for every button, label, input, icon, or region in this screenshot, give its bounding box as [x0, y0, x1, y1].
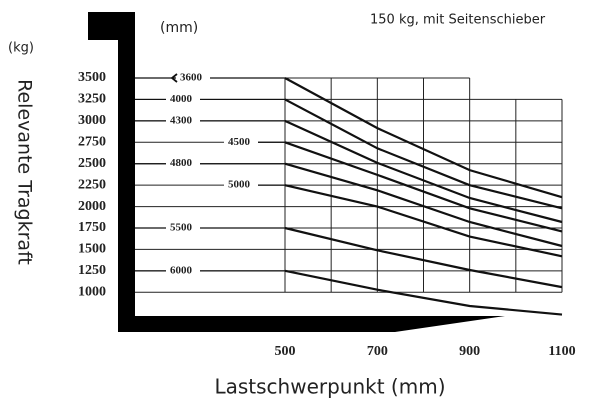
load-curve — [284, 269, 563, 316]
load-curve — [284, 77, 563, 199]
series-label: 5500 — [170, 222, 193, 234]
series-label: 4300 — [170, 114, 193, 126]
chart-title: 150 kg, mit Seitenschieber — [370, 13, 546, 28]
y-tick-label: 2250 — [78, 177, 106, 192]
label-bg — [166, 221, 200, 235]
y-tick-label: 1000 — [78, 285, 106, 300]
x-tick-label: 1100 — [548, 344, 575, 359]
y-unit: (kg) — [8, 41, 34, 56]
chevron — [170, 73, 178, 83]
series-label: 5000 — [228, 179, 251, 191]
label-bg — [166, 156, 200, 171]
label-bg — [166, 263, 200, 278]
series-label: 6000 — [170, 264, 193, 276]
y-tick-label: 1500 — [78, 242, 106, 257]
x-axis-title: Lastschwerpunkt (mm) — [214, 375, 445, 399]
load-curve — [284, 162, 563, 248]
series-label: 3600 — [180, 72, 203, 84]
load-curve — [284, 141, 563, 233]
series-label: 4800 — [170, 157, 193, 169]
y-tick-label: 2000 — [78, 199, 106, 214]
frame — [88, 12, 505, 332]
y-tick-label: 3000 — [78, 113, 106, 128]
load-curve — [284, 119, 563, 224]
label-bg — [224, 178, 258, 193]
x-tick-label: 500 — [275, 344, 296, 359]
load-curve — [284, 98, 563, 210]
label-bg — [166, 92, 200, 107]
y-tick-label: 1750 — [78, 220, 106, 235]
y-tick-label: 3250 — [78, 92, 106, 107]
label-bg — [166, 113, 200, 128]
label-bg — [224, 135, 258, 150]
series-label: 4500 — [228, 136, 251, 148]
load-curve — [284, 184, 563, 258]
y-tick-label: 2500 — [78, 156, 106, 171]
y-tick-label: 3500 — [78, 70, 106, 85]
x-tick-label: 700 — [367, 344, 388, 359]
y-tick-label: 1250 — [78, 263, 106, 278]
series-label: 4000 — [170, 93, 193, 105]
label-bg — [176, 71, 210, 85]
x-tick-label: 900 — [459, 344, 480, 359]
y-tick-label: 2750 — [78, 135, 106, 150]
y-axis-title: Relevante Tragkraft — [14, 79, 36, 265]
x-unit: (mm) — [160, 20, 198, 36]
load-curve — [284, 226, 563, 289]
